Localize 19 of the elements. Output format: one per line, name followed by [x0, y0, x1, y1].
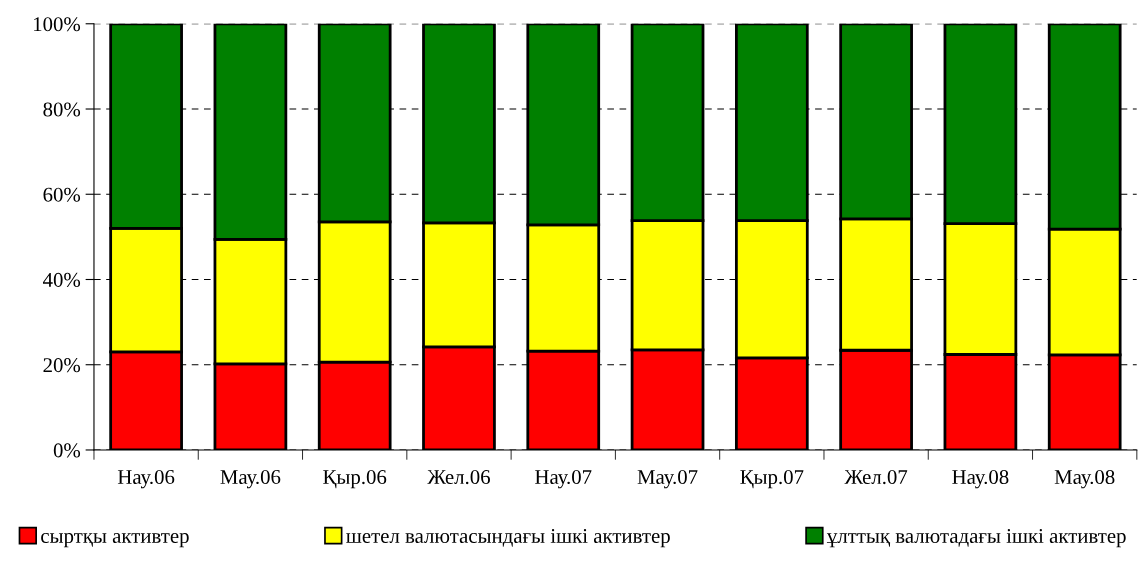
x-tick-label: Нау.08 — [952, 469, 1009, 489]
legend-label: сыртқы активтер — [41, 533, 189, 548]
x-tick-label: Жел.06 — [427, 470, 490, 485]
x-tick-label: Мау.08 — [1054, 469, 1115, 489]
x-tick-label: Мау.06 — [220, 469, 281, 489]
y-tick-label: 100% — [34, 17, 81, 32]
y-tick-label: 0% — [53, 443, 81, 458]
y-tick-label: 40% — [43, 272, 81, 287]
x-tick-label: Жел.07 — [844, 470, 908, 485]
y-tick-label: 60% — [43, 187, 81, 202]
x-tick-label: Қыр.07 — [740, 470, 804, 489]
y-tick-label: 80% — [43, 102, 81, 117]
y-tick-label: 20% — [43, 358, 81, 373]
legend-label: ұлттық валютадағы ішкі активтер — [826, 529, 1126, 548]
legend-label: шетел валютасындағы ішкі активтер — [346, 529, 670, 548]
x-tick-label: Мау.07 — [637, 469, 698, 489]
x-tick-label: Қыр.06 — [323, 470, 387, 489]
x-tick-label: Нау.07 — [535, 469, 592, 489]
x-tick-label: Нау.06 — [117, 469, 175, 489]
